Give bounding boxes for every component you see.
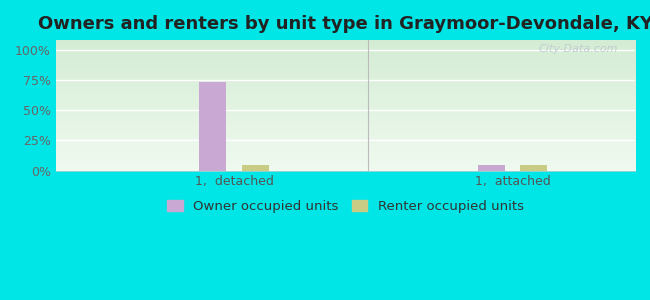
Bar: [520, 164, 547, 171]
Text: City-Data.com: City-Data.com: [538, 44, 617, 54]
Bar: [200, 82, 226, 171]
Title: Owners and renters by unit type in Graymoor-Devondale, KY: Owners and renters by unit type in Graym…: [38, 15, 650, 33]
Legend: Owner occupied units, Renter occupied units: Owner occupied units, Renter occupied un…: [161, 195, 529, 219]
Bar: [242, 164, 268, 171]
Bar: [478, 164, 504, 171]
